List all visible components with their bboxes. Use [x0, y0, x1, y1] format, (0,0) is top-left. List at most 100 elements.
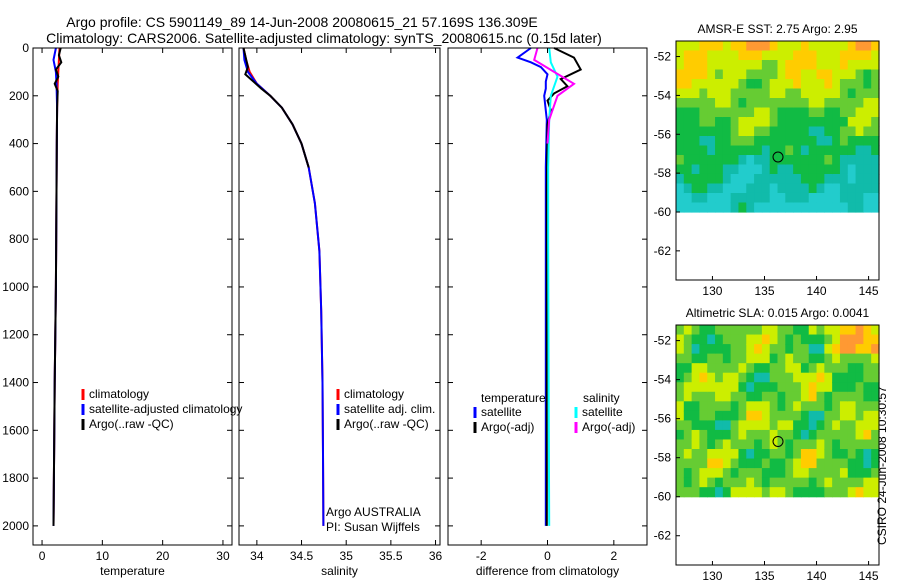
sla_map-cell: [769, 325, 779, 336]
sst_map-cell: [816, 145, 825, 156]
sla_map-cell: [754, 449, 763, 460]
sla_map-cell: [863, 401, 872, 412]
sla_map-xtick-label: 135: [754, 569, 774, 580]
sla_map-cell: [808, 372, 818, 383]
sst_map-cell: [855, 79, 864, 90]
sst_map-cell: [847, 183, 857, 194]
sla_map-cell: [847, 325, 857, 336]
sla_map-cell: [754, 487, 763, 498]
sst_map-cell: [730, 183, 740, 194]
sst_map-cell: [769, 60, 779, 71]
sla_map-cell: [722, 439, 732, 450]
sst_map-cell: [800, 164, 810, 175]
sst_map-cell: [847, 79, 857, 90]
sst_map-cell: [855, 107, 864, 118]
sla_map-cell: [808, 429, 818, 441]
sst_map-cell: [871, 145, 880, 156]
sst_map-cell: [769, 145, 779, 156]
sla_map-cell: [715, 420, 724, 431]
sst_map-cell: [839, 69, 849, 80]
sla_map-cell: [691, 420, 701, 431]
sst_map-cell: [832, 107, 841, 118]
sla_map-cell: [793, 344, 802, 355]
sst_map-cell: [839, 60, 849, 71]
sst_map-cell: [816, 88, 825, 99]
sst_map-cell: [871, 183, 880, 194]
sst_map-cell: [754, 69, 763, 80]
sst_map-cell: [738, 126, 747, 137]
sla_map-cell: [832, 372, 841, 383]
sla_map-cell: [699, 401, 708, 412]
sst_map-cell: [847, 88, 857, 99]
sst_map-cell: [715, 79, 724, 90]
sla_map-cell: [730, 344, 740, 355]
sla_map-cell: [676, 449, 685, 460]
sla_map-cell: [754, 410, 763, 421]
sst_map-cell: [738, 192, 747, 204]
sst_map-cell: [824, 136, 833, 147]
sst_map-cell: [707, 183, 716, 194]
sst_map-cell: [699, 145, 708, 156]
sst_map-cell: [761, 183, 771, 194]
sla_map-cell: [793, 449, 802, 460]
sla_map-cell: [832, 401, 841, 412]
sla_map-cell: [715, 372, 724, 383]
sla_map-cell: [793, 372, 802, 383]
sst_map-cell: [800, 202, 810, 213]
sst_map-cell: [793, 69, 802, 80]
sst_map-cell: [785, 88, 794, 99]
sla_map-cell: [707, 410, 716, 421]
sla_map-cell: [777, 458, 786, 469]
sst_map-cell: [871, 173, 880, 185]
sla_map-cell: [730, 429, 740, 441]
sla_map-cell: [730, 353, 740, 364]
sst_map-cell: [676, 107, 685, 118]
sla_map-cell: [839, 363, 849, 374]
sst_map-cell: [761, 154, 771, 166]
sst_map-cell: [715, 41, 724, 52]
sla_map-cell: [777, 429, 786, 441]
sst_map-cell: [707, 192, 716, 204]
sla_map-cell: [722, 363, 732, 374]
sla_map-cell: [715, 334, 724, 345]
sst_map-cell: [707, 41, 716, 52]
sst_map-cell: [761, 69, 771, 80]
sst_map-cell: [824, 192, 833, 204]
sst_map-cell: [707, 98, 716, 109]
sla_map-cell: [715, 382, 724, 393]
sst_map-cell: [699, 107, 708, 118]
sla_map-cell: [839, 334, 849, 345]
sst_map-cell: [722, 98, 732, 109]
sla_map-cell: [777, 353, 786, 364]
sla_map-cell: [785, 439, 794, 450]
sst_map-cell: [839, 136, 849, 147]
sst_map-cell: [699, 60, 708, 71]
sst_map-cell: [777, 79, 786, 90]
sst_map-cell: [855, 41, 864, 52]
sst_map-cell: [839, 202, 849, 213]
sst_map-cell: [793, 107, 802, 118]
sst_map-cell: [800, 136, 810, 147]
sst_map-cell: [715, 173, 724, 185]
sla_map-cell: [832, 363, 841, 374]
sla_map-cell: [777, 449, 786, 460]
sla_map-cell: [691, 429, 701, 441]
sla_map-cell: [832, 458, 841, 469]
sla_map-cell: [832, 344, 841, 355]
sla_map-cell: [676, 458, 685, 469]
sst_map-cell: [847, 202, 857, 213]
sst_map-cell: [715, 145, 724, 156]
sla_map-cell: [683, 449, 693, 460]
sla_map-cell: [699, 420, 708, 431]
sla_map-cell: [761, 401, 771, 412]
sst_map-cell: [800, 126, 810, 137]
sst_map-cell: [855, 50, 864, 61]
sst_map-cell: [808, 202, 818, 213]
sst_map-cell: [761, 202, 771, 213]
sst_map-cell: [746, 183, 755, 194]
sla_map-cell: [676, 372, 685, 383]
sla_map-cell: [761, 353, 771, 364]
sst_map-cell: [863, 117, 872, 128]
sst_map-cell: [824, 79, 833, 90]
sla_map-cell: [761, 439, 771, 450]
